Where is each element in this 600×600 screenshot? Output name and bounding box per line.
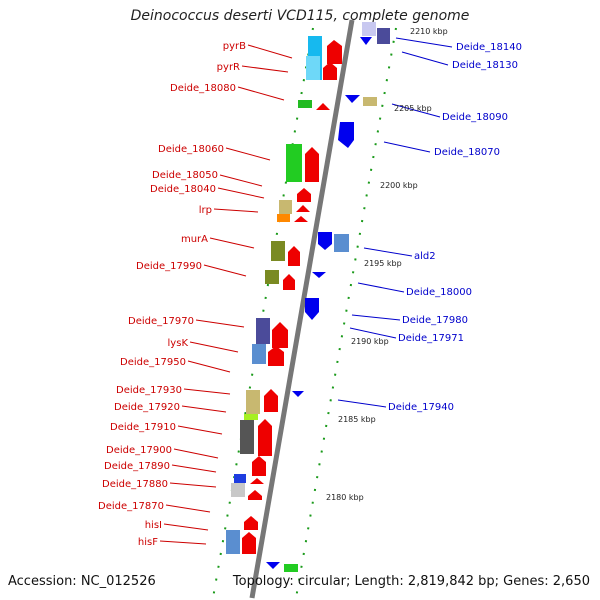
- outer-dotted-track: [295, 27, 397, 599]
- feature-lysK: [252, 344, 266, 364]
- feature-hisF: [226, 530, 240, 554]
- feature-deide-18090: [363, 97, 377, 106]
- gene-label-pyrR[interactable]: pyrR: [217, 62, 240, 73]
- gene-label-hisI[interactable]: hisI: [145, 520, 162, 531]
- arrow-deide-17970: [272, 322, 288, 348]
- gene-label-deide-17910[interactable]: Deide_17910: [110, 422, 176, 433]
- gene-label-deide-18000[interactable]: Deide_18000: [406, 287, 472, 298]
- gene-label-deide-18040[interactable]: Deide_18040: [150, 184, 216, 195]
- arrow-deide-18040: [296, 205, 310, 212]
- gene-label-deide-17971[interactable]: Deide_17971: [398, 333, 464, 344]
- arrow-deide-17900: [252, 456, 266, 476]
- feature-bottom-green: [284, 564, 298, 572]
- scale-label: 2180 kbp: [326, 493, 364, 502]
- arrow-deide-17890: [250, 478, 264, 484]
- gene-label-deide-17920[interactable]: Deide_17920: [114, 402, 180, 413]
- arrow-hisF: [242, 532, 256, 554]
- arrow-deide-18050: [297, 188, 311, 202]
- arrow-deide-17950: [268, 346, 284, 366]
- gene-label-deide-17890[interactable]: Deide_17890: [104, 461, 170, 472]
- reverse-arrow-17940: [292, 391, 304, 397]
- gene-label-deide-18050[interactable]: Deide_18050: [152, 170, 218, 181]
- scale-label: 2210 kbp: [410, 27, 448, 36]
- feature-top-block: [362, 22, 376, 36]
- gene-label-hisF[interactable]: hisF: [138, 537, 158, 548]
- reverse-arrow-18070: [338, 122, 354, 148]
- feature-lrp: [279, 200, 292, 214]
- gene-label-deide-18130[interactable]: Deide_18130: [452, 60, 518, 71]
- arrow-deide-17880: [248, 490, 262, 500]
- arrow-hisI: [244, 516, 258, 530]
- feature-deide-17920: [244, 414, 258, 420]
- feature-pyrB-light: [306, 56, 320, 80]
- feature-lrp-orange: [277, 214, 290, 222]
- scale-label: 2190 kbp: [351, 337, 389, 346]
- right-leader-lines: [337, 37, 453, 408]
- gene-label-deide-18070[interactable]: Deide_18070: [434, 147, 500, 158]
- gene-label-deide-17870[interactable]: Deide_17870: [98, 501, 164, 512]
- gene-label-ald2[interactable]: ald2: [414, 251, 436, 262]
- gene-label-deide-17930[interactable]: Deide_17930: [116, 385, 182, 396]
- reverse-arrow-ald2: [318, 232, 332, 250]
- arrow-deide-17930: [264, 389, 278, 412]
- feature-deide-17880: [234, 474, 246, 483]
- gene-label-deide-18090[interactable]: Deide_18090: [442, 112, 508, 123]
- reverse-arrow-18090: [345, 95, 360, 103]
- inner-dotted-track: [212, 27, 314, 599]
- feature-deide-17990: [265, 270, 279, 284]
- accession-label: Accession: NC_012526: [8, 574, 156, 589]
- scale-label: 2195 kbp: [364, 259, 402, 268]
- feature-deide-17910: [240, 420, 254, 454]
- gene-label-deide-18080[interactable]: Deide_18080: [170, 83, 236, 94]
- scale-label: 2205 kbp: [394, 104, 432, 113]
- reverse-arrow-bottom: [266, 562, 280, 569]
- arrow-murA: [288, 246, 300, 266]
- feature-murA: [271, 241, 285, 261]
- gene-label-deide-17970[interactable]: Deide_17970: [128, 316, 194, 327]
- gene-label-deide-18060[interactable]: Deide_18060: [158, 144, 224, 155]
- map-title: Deinococcus deserti VCD115, complete gen…: [130, 8, 470, 24]
- gene-label-deide-17990[interactable]: Deide_17990: [136, 261, 202, 272]
- genome-backbone: [249, 19, 355, 599]
- arrow-deide-17910: [258, 419, 272, 456]
- gene-label-deide-17880[interactable]: Deide_17880: [102, 479, 168, 490]
- left-leader-lines: [159, 44, 293, 545]
- gene-label-deide-17980[interactable]: Deide_17980: [402, 315, 468, 326]
- reverse-arrow-18000: [312, 272, 326, 278]
- arrow-pyrB: [327, 40, 342, 64]
- gene-label-pyrB[interactable]: pyrB: [223, 41, 246, 52]
- arrow-pyrR: [323, 62, 337, 80]
- gene-label-deide-18140[interactable]: Deide_18140: [456, 42, 522, 53]
- gene-label-lrp[interactable]: lrp: [199, 205, 212, 216]
- gene-label-deide-17900[interactable]: Deide_17900: [106, 445, 172, 456]
- feature-deide-18140-box: [377, 28, 390, 44]
- feature-ald2: [334, 234, 349, 252]
- reverse-arrow-top: [360, 37, 372, 45]
- gene-label-deide-17940[interactable]: Deide_17940: [388, 402, 454, 413]
- feature-deide-17970: [256, 318, 270, 344]
- feature-deide-17930: [246, 390, 260, 414]
- arrow-deide-18060: [305, 147, 319, 182]
- arrow-deide-17990: [283, 274, 295, 290]
- gene-label-deide-17950[interactable]: Deide_17950: [120, 357, 186, 368]
- gene-label-murA[interactable]: murA: [181, 234, 208, 245]
- feature-deide-18060: [286, 144, 302, 182]
- reverse-arrow-17980: [305, 298, 319, 320]
- topology-label: Topology: circular; Length: 2,819,842 bp…: [232, 574, 590, 589]
- arrow-deide-18080: [316, 103, 330, 110]
- gene-label-lysK[interactable]: lysK: [168, 338, 189, 349]
- feature-deide-17880-grey: [231, 483, 245, 497]
- scale-label: 2185 kbp: [338, 415, 376, 424]
- feature-deide-18080: [298, 100, 312, 108]
- arrow-lrp: [294, 216, 308, 222]
- scale-label: 2200 kbp: [380, 181, 418, 190]
